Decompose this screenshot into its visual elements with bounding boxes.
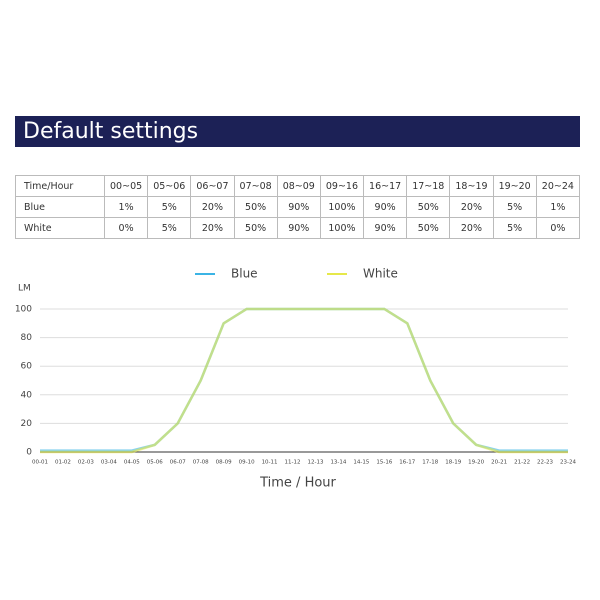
table-row: Time/Hour 00~05 05~06 06~07 07~08 08~09 09~16 1… (15, 175, 581, 197)
table-cell: 5% (147, 196, 192, 218)
x-tick-label: 22-23 (537, 460, 553, 466)
x-tick-label: 05-06 (147, 460, 163, 466)
table-cell: 50% (406, 217, 451, 239)
x-tick-label: 06-07 (170, 460, 186, 466)
table-cell: 20% (449, 196, 494, 218)
x-tick-label: 16-17 (399, 460, 415, 466)
x-tick-label: 09-10 (239, 460, 255, 466)
table-cell: 90% (363, 196, 408, 218)
table-cell: 07~08 (233, 175, 278, 197)
table-cell: 90% (276, 196, 321, 218)
table-row: Blue 1% 5% 20% 50% 90% 100% 90% 50% 20% 5% 1% (15, 196, 581, 218)
x-tick-label: 14-15 (353, 460, 369, 466)
y-tick-label: 100 (15, 305, 32, 315)
table-cell: 50% (233, 196, 278, 218)
x-tick-label: 17-18 (422, 460, 438, 466)
table-cell: Time/Hour (15, 175, 105, 197)
x-tick-label: 08-09 (216, 460, 232, 466)
x-tick-label: 03-04 (101, 460, 117, 466)
y-tick-label: 40 (21, 390, 33, 400)
x-tick-label: 15-16 (376, 460, 392, 466)
table-cell: 100% (319, 217, 365, 239)
x-tick-label: 11-12 (285, 460, 301, 466)
x-tick-label: 04-05 (124, 460, 140, 466)
title-bar: Default settings (15, 116, 580, 147)
table-cell: 5% (147, 217, 192, 239)
y-axis-label: LM (18, 284, 31, 294)
x-tick-label: 10-11 (262, 460, 278, 466)
table-cell: 06~07 (190, 175, 235, 197)
table-cell: 17~18 (406, 175, 451, 197)
table-cell: 20~24 (535, 175, 581, 197)
table-cell: 18~19 (449, 175, 494, 197)
table-cell: White (15, 217, 105, 239)
x-tick-label: 02-03 (78, 460, 94, 466)
x-tick-label: 01-02 (55, 460, 71, 466)
table-cell: 00~05 (103, 175, 149, 197)
table-cell: 0% (103, 217, 149, 239)
chart: LM Time / Hour 0 20 40 60 80 100 00-01 01-02 02-… (15, 267, 577, 491)
y-tick-label: 80 (21, 333, 33, 343)
table-cell: 20% (449, 217, 494, 239)
table-cell: 1% (103, 196, 149, 218)
table-cell: 0% (535, 217, 581, 239)
table-cell: 05~06 (147, 175, 192, 197)
table-cell: 20% (190, 196, 235, 218)
table-cell: Blue (15, 196, 105, 218)
legend-label: Blue (231, 267, 258, 281)
table-cell: 100% (319, 196, 365, 218)
table-cell: 5% (492, 196, 537, 218)
series-line (40, 307, 568, 454)
table-cell: 50% (406, 196, 451, 218)
table-cell: 90% (363, 217, 408, 239)
table-cell: 19~20 (492, 175, 537, 197)
x-tick-label: 21-22 (514, 460, 530, 466)
x-tick-label: 20-21 (491, 460, 507, 466)
table-row: White 0% 5% 20% 50% 90% 100% 90% 50% 20% 5% 0% (15, 217, 581, 239)
settings-table: Time/Hour 00~05 05~06 06~07 07~08 08~09 09~16 1… (15, 175, 581, 239)
table-cell: 20% (190, 217, 235, 239)
x-tick-label: 18-19 (445, 460, 461, 466)
y-tick-label: 0 (26, 448, 32, 458)
table-cell: 5% (492, 217, 537, 239)
title: Default settings (23, 119, 199, 144)
x-axis-label: Time / Hour (259, 476, 336, 491)
table-cell: 09~16 (319, 175, 365, 197)
x-tick-label: 13-14 (330, 460, 346, 466)
table-cell: 16~17 (363, 175, 408, 197)
table-cell: 50% (233, 217, 278, 239)
x-tick-label: 23-24 (560, 460, 576, 466)
x-tick-label: 12-13 (307, 460, 323, 466)
table-cell: 1% (535, 196, 581, 218)
legend-label: White (363, 267, 398, 281)
y-tick-label: 20 (21, 419, 33, 429)
table-cell: 90% (276, 217, 321, 239)
table-cell: 08~09 (276, 175, 321, 197)
x-tick-label: 00-01 (32, 460, 48, 466)
x-tick-label: 07-08 (193, 460, 209, 466)
series-line (40, 307, 568, 452)
x-tick-label: 19-20 (468, 460, 484, 466)
y-tick-label: 60 (21, 362, 33, 372)
